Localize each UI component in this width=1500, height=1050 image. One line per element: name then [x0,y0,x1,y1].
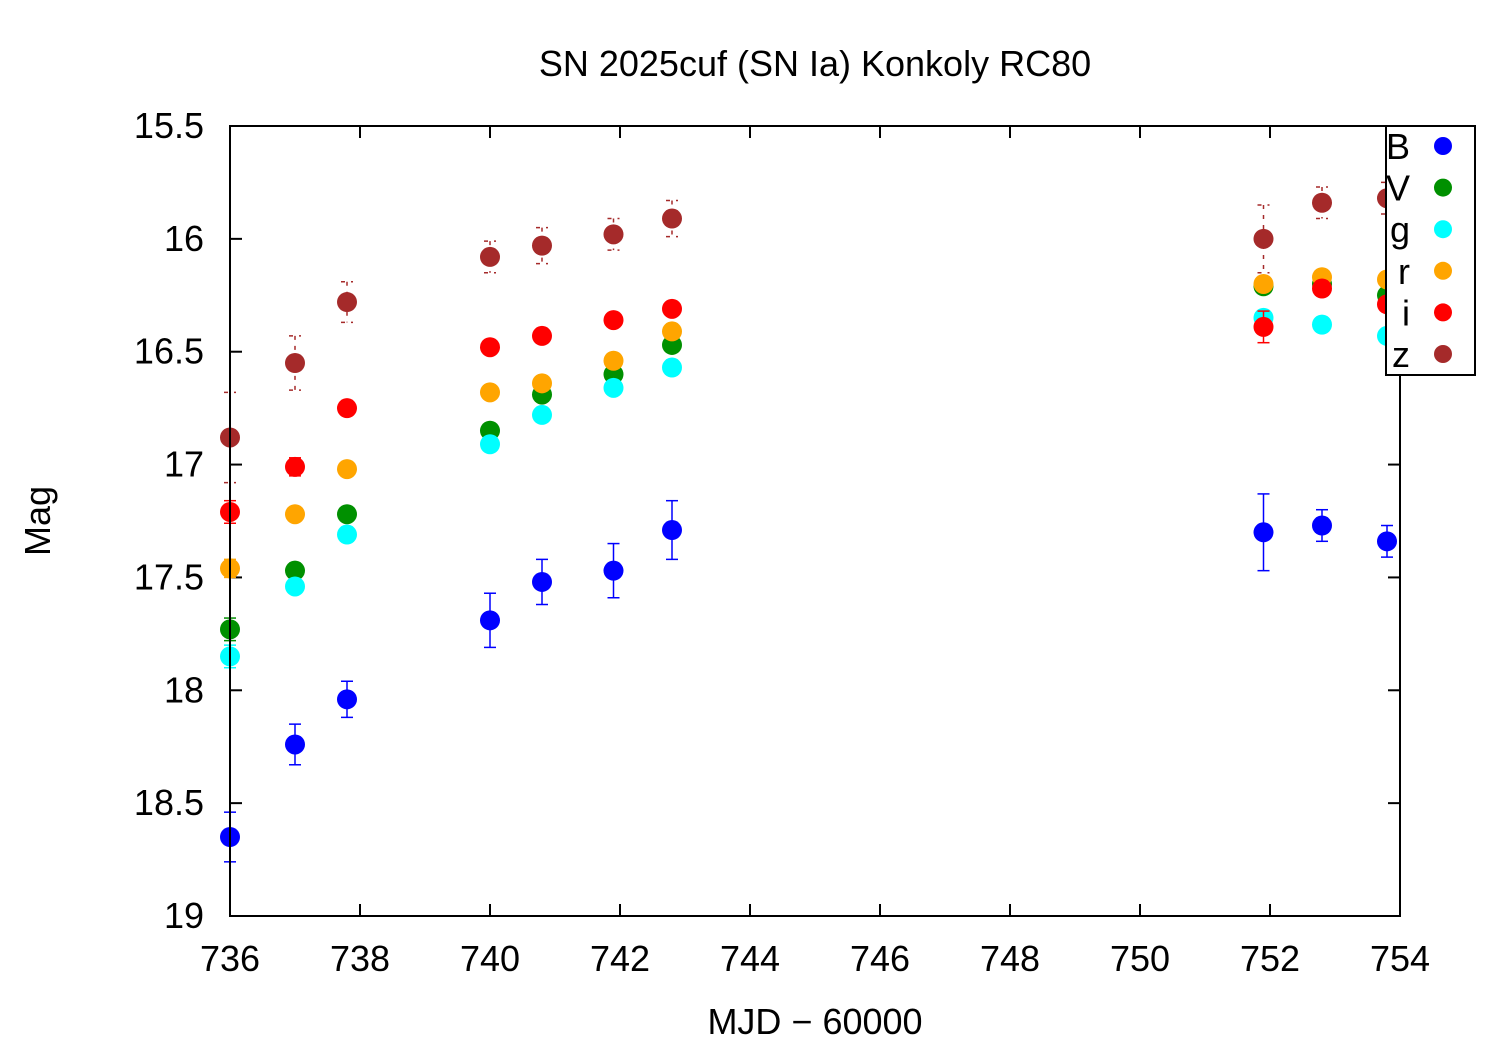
y-tick-label: 18.5 [134,782,204,823]
data-point [1312,314,1332,335]
x-tick-label: 752 [1240,938,1300,979]
error-bar [607,217,620,251]
data-point [1377,531,1397,552]
series-z [220,181,1397,484]
data-point [662,321,682,342]
legend-label: z [1392,334,1410,375]
legend-label: B [1386,126,1410,167]
x-tick-label: 742 [590,938,650,979]
x-tick-label: 738 [330,938,390,979]
data-point [603,377,624,398]
data-point [337,504,357,525]
y-axis-ticks: 15.5 16 16.5 17 17.5 18 18.5 19 [134,105,1400,936]
data-point [1253,274,1274,294]
x-tick-label: 736 [200,938,260,979]
y-tick-label: 18 [164,669,204,710]
data-point [285,456,305,477]
y-tick-label: 15.5 [134,105,204,146]
data-point [1312,192,1332,213]
legend-label: g [1390,209,1410,250]
data-point [532,571,552,592]
data-point [532,373,552,394]
x-tick-label: 744 [720,938,780,979]
chart-title: SN 2025cuf (SN Ia) Konkoly RC80 [539,43,1091,84]
data-point [480,610,500,631]
data-point [480,337,500,358]
data-point [1253,522,1274,543]
data-point [532,404,552,425]
error-bar [536,226,548,265]
y-tick-label: 17 [164,444,204,485]
plot-frame [229,125,1401,917]
data-point [662,520,682,541]
data-point [480,382,500,403]
data-point [662,298,682,319]
data-point [532,235,552,256]
data-point [480,434,500,455]
y-axis-label: Mag [17,486,58,556]
y-tick-label: 16.5 [134,331,204,372]
legend-marker [1434,261,1452,280]
data-point [603,310,624,331]
data-point [337,398,357,419]
x-tick-label: 750 [1110,938,1170,979]
x-axis-label: MJD − 60000 [707,1001,922,1042]
y-tick-label: 17.5 [134,556,204,597]
error-bar [484,240,496,274]
error-bar [224,391,236,484]
legend-label: V [1386,168,1410,209]
x-tick-label: 740 [460,938,520,979]
legend-marker [1434,220,1452,239]
data-point [337,292,357,313]
legend-marker [1434,303,1452,322]
data-point [285,353,305,373]
data-point [662,357,682,378]
data-point [285,504,305,525]
data-point [1312,515,1332,536]
y-tick-label: 19 [164,895,204,936]
data-point [337,689,357,710]
legend-box [1385,125,1476,376]
y-tick-label: 16 [164,218,204,259]
legend-marker [1434,178,1452,197]
data-point [285,576,305,597]
error-bar [666,199,678,238]
error-bar [1316,186,1328,220]
data-point [337,459,357,480]
series-B [220,493,1397,863]
data-point [603,224,624,245]
data-point [285,560,305,581]
x-tick-label: 754 [1370,938,1430,979]
x-axis-ticks: 736 738 740 742 744 746 748 750 752 754 [200,126,1430,979]
data-point [532,325,552,346]
data-point [1312,278,1332,299]
error-bar [289,335,301,391]
x-tick-label: 746 [850,938,910,979]
legend-marker [1434,345,1452,363]
data-point [603,350,624,371]
data-point [603,560,624,581]
legend-label: i [1402,292,1410,333]
data-point [1253,316,1274,337]
data-point [662,208,682,229]
data-point [480,246,500,267]
x-tick-label: 748 [980,938,1040,979]
data-point [285,734,305,755]
legend-label: r [1398,251,1410,292]
legend-marker [1434,137,1452,155]
data-point [1253,228,1274,249]
data-point [337,524,357,545]
